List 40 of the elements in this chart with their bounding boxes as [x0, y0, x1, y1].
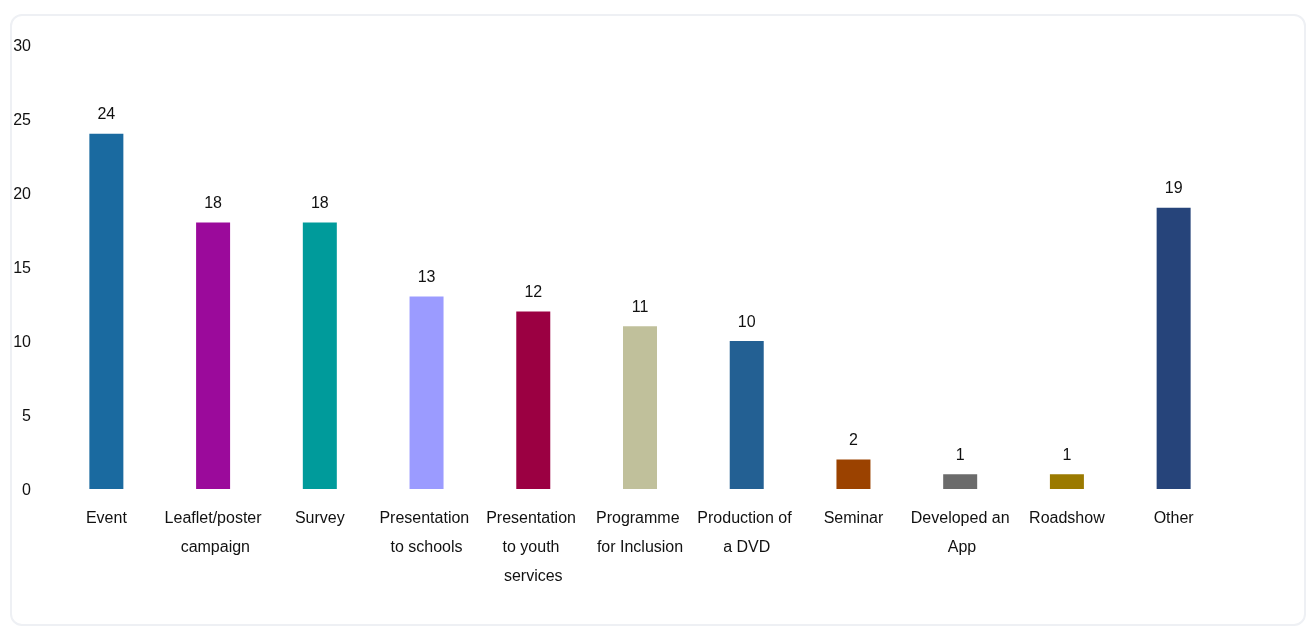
x-tick-label: Leaflet/poster campaign — [164, 509, 263, 555]
x-tick-label: Production of a DVD — [697, 509, 797, 555]
bar — [729, 341, 764, 489]
data-label: 24 — [97, 105, 116, 123]
bar — [1156, 207, 1191, 489]
data-label: 10 — [737, 312, 756, 330]
x-tick-label: Survey — [294, 509, 345, 526]
data-label: 1 — [955, 445, 965, 463]
data-label: 1 — [1062, 445, 1072, 463]
data-label: 18 — [204, 194, 223, 212]
x-tick-label: Developed an App — [910, 509, 1010, 555]
y-tick-label: 15 — [13, 258, 32, 276]
x-tick-label: Other — [1153, 509, 1195, 526]
x-tick-label: Seminar — [823, 509, 884, 526]
bar — [409, 296, 444, 489]
x-tick-label: Event — [85, 509, 128, 526]
data-label: 11 — [631, 297, 649, 315]
data-label: 18 — [310, 194, 329, 212]
y-tick-label: 0 — [22, 480, 32, 498]
bar — [943, 474, 978, 489]
x-tick-label: Programme for Inclusion — [595, 509, 685, 555]
x-tick-label: Presentation to schools — [379, 509, 474, 555]
bar — [1049, 474, 1084, 489]
data-label: 2 — [849, 430, 858, 448]
y-tick-label: 10 — [13, 332, 32, 350]
bar — [196, 222, 231, 489]
bar — [516, 311, 551, 489]
y-tick-label: 20 — [13, 184, 32, 202]
data-label: 12 — [524, 282, 543, 300]
bar — [302, 222, 337, 489]
bar — [836, 459, 871, 489]
x-tick-label: Roadshow — [1029, 509, 1106, 526]
x-tick-label: Presentation to youth services — [486, 509, 581, 584]
data-label: 19 — [1164, 179, 1183, 197]
y-tick-label: 25 — [13, 110, 32, 128]
bar — [89, 133, 124, 489]
y-tick-label: 30 — [13, 36, 32, 54]
data-label: 13 — [417, 268, 436, 286]
y-tick-label: 5 — [22, 406, 32, 424]
bar — [623, 326, 657, 489]
